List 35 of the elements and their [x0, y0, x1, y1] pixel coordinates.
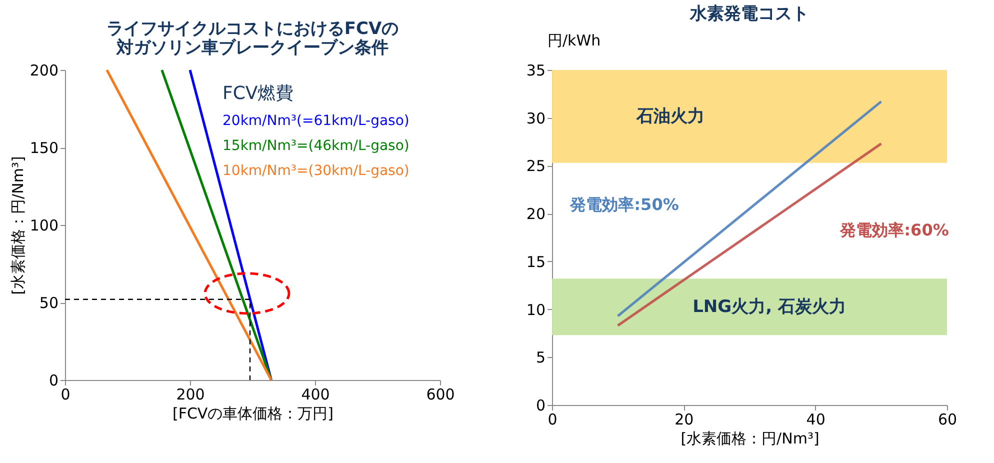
- band-label: 石油火力: [636, 106, 704, 126]
- y-tick-label: 0: [536, 396, 546, 414]
- x-tick-label: 200: [176, 386, 205, 404]
- y-tick-label: 15: [526, 252, 546, 271]
- legend-title: FCV燃費: [222, 83, 294, 104]
- x-tick-label: 0: [60, 386, 70, 404]
- text: 15km/Nm³=(46km/L-gaso): [222, 138, 410, 154]
- series-label: 20km/Nm³(=61km/L-gaso): [222, 113, 410, 129]
- x-axis-title: [FCVの車体価格：万円]: [172, 404, 334, 422]
- x-axis-title: [水素価格：円/Nm³]: [680, 430, 820, 448]
- chart-title: ライフサイクルコストにおけるFCVの対ガソリン車ブレークイーブン条件: [106, 19, 399, 58]
- text: 発電効率:50%: [569, 194, 679, 214]
- y-tick-label: 20: [526, 205, 546, 224]
- y-tick-label: 200: [30, 62, 58, 80]
- x-tick-label: 400: [301, 386, 330, 404]
- chart-title: 水素発電コスト: [689, 4, 809, 24]
- y-tick-label: 30: [526, 109, 546, 128]
- y-tick-label: 5: [536, 348, 546, 367]
- y-tick-label: 0: [48, 372, 58, 390]
- y-axis-title: [水素価格：円/Nm³]: [8, 156, 27, 295]
- x-tick-label: 600: [426, 386, 455, 404]
- y-tick-label: 50: [39, 294, 58, 312]
- y-tick-label: 10: [526, 300, 546, 319]
- y-axis-title: 円/kWh: [548, 32, 601, 50]
- y-tick-label: 35: [526, 62, 546, 80]
- y-tick-label: 150: [30, 139, 58, 157]
- y-tick-label: 100: [30, 216, 58, 234]
- x-tick-label: 60: [938, 410, 958, 428]
- x-tick-label: 0: [548, 410, 558, 428]
- y-tick-label: 25: [526, 157, 546, 176]
- band-label: LNG火力, 石炭火力: [692, 296, 846, 317]
- x-tick-label: 20: [674, 410, 694, 428]
- text: 10km/Nm³=(30km/L-gaso): [222, 163, 410, 179]
- x-tick-label: 40: [806, 410, 826, 428]
- text: 発電効率:60%: [839, 220, 949, 240]
